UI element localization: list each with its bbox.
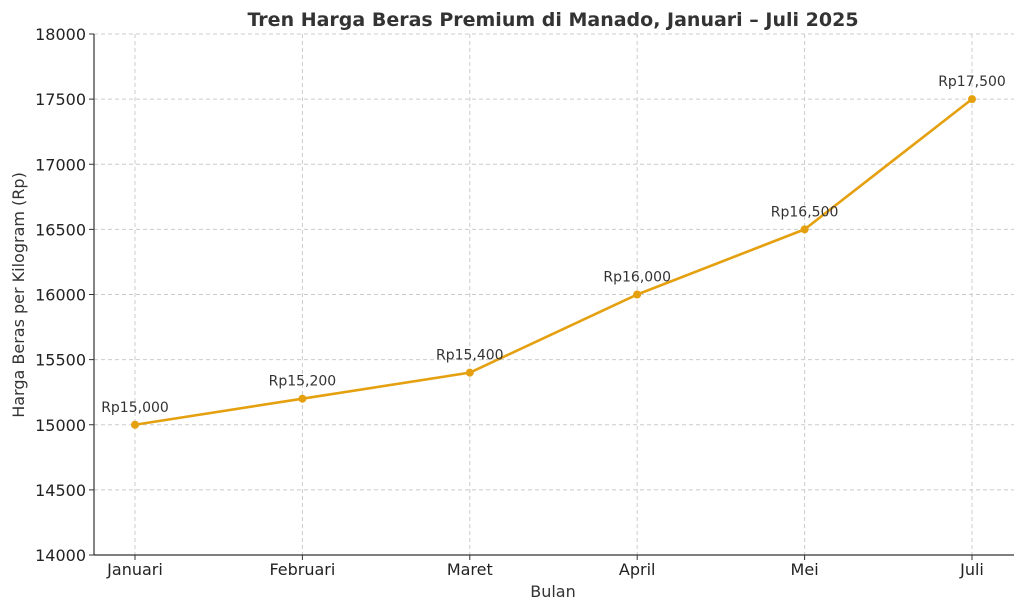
y-tick-labels: 14000 14500 15000 15500 16000 16500 17000 17500… [35,25,86,565]
data-label: Rp16,000 [603,270,671,286]
y-tick-label: 18000 [35,25,86,44]
data-label: Rp15,400 [436,348,504,364]
data-point [633,290,642,299]
x-tick-label: Februari [269,560,335,579]
x-tick-label: Mei [791,560,819,579]
data-point [465,368,474,377]
x-tick-labels: Januari Februari Maret April Mei Juli [106,560,984,579]
data-labels: Rp15,000 Rp15,200 Rp15,400 Rp16,000 Rp16,500… [101,74,1006,416]
data-point [800,225,809,234]
y-axis-label: Harga Beras per Kilogram (Rp) [9,172,28,418]
y-tick-label: 15500 [35,351,86,370]
x-axis-label: Bulan [530,582,576,601]
data-point [298,394,307,403]
x-tick-label: April [619,560,656,579]
x-tick-label: Maret [447,560,493,579]
axes-layer [89,33,1014,560]
data-label: Rp17,500 [938,74,1006,90]
data-label: Rp16,500 [771,204,839,220]
series-layer [131,95,976,429]
y-tick-label: 16000 [35,286,86,305]
chart-title: Tren Harga Beras Premium di Manado, Janu… [247,9,858,31]
x-tick-label: Juli [959,560,984,579]
data-label: Rp15,200 [269,374,337,390]
y-tick-label: 17500 [35,90,86,109]
x-tick-label: Januari [106,560,163,579]
y-tick-label: 16500 [35,220,86,239]
y-tick-label: 17000 [35,155,86,174]
y-tick-label: 15000 [35,416,86,435]
data-label: Rp15,000 [101,400,169,416]
y-tick-label: 14500 [35,481,86,500]
series-line [133,97,974,427]
grid-layer [94,33,1014,556]
y-tick-label: 14000 [35,546,86,565]
data-point [968,95,976,104]
data-point [131,420,139,429]
